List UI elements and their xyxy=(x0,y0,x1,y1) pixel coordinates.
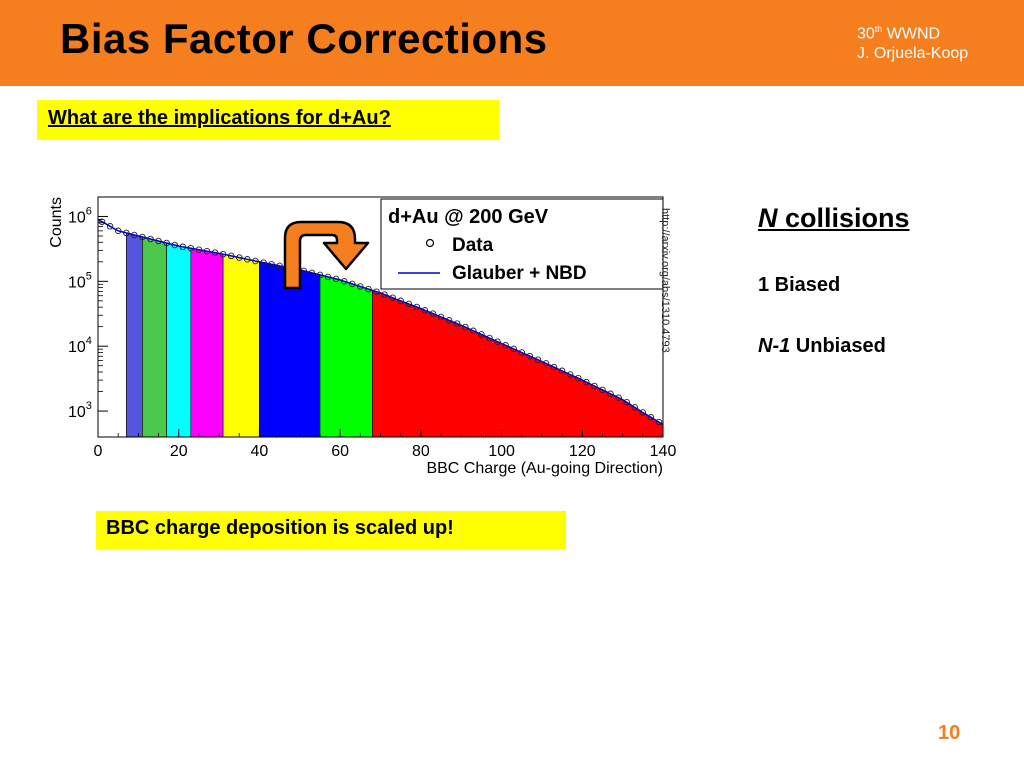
data-point xyxy=(453,320,461,327)
x-tick-label-120: 120 xyxy=(569,443,596,460)
unbiased-text: N-1 Unbiased xyxy=(758,335,886,358)
data-point xyxy=(599,386,606,394)
y-tick-exponent: 6 xyxy=(86,205,92,217)
collisions-heading: N collisions xyxy=(758,203,910,234)
y-tick-exponent: 4 xyxy=(86,335,92,347)
data-point xyxy=(106,223,114,230)
y-tick-label-6: 106 xyxy=(68,205,92,226)
x-tick-label-140: 140 xyxy=(650,443,677,460)
data-point xyxy=(421,307,429,314)
legend-data-label: Data xyxy=(452,235,494,256)
data-point xyxy=(655,418,663,426)
data-point xyxy=(486,334,493,342)
legend-model-label: Glauber + NBD xyxy=(452,263,587,284)
x-tick-label-60: 60 xyxy=(331,443,349,460)
header-bar xyxy=(0,0,1024,86)
y-axis-label: Counts xyxy=(48,197,65,248)
arxiv-reference[interactable]: http://arxiv.org/abs/1310.4793 xyxy=(659,208,671,353)
data-point xyxy=(647,414,655,421)
data-point xyxy=(373,288,380,295)
data-point xyxy=(639,409,647,416)
x-tick-label-100: 100 xyxy=(488,443,515,460)
data-point xyxy=(437,313,445,321)
centrality-band-1 xyxy=(126,232,143,438)
data-point xyxy=(357,283,364,290)
data-point xyxy=(365,285,372,293)
data-point xyxy=(349,280,356,288)
author-name: J. Orjuela-Koop xyxy=(857,45,969,63)
data-point xyxy=(381,291,388,298)
x-axis-label: BBC Charge (Au-going Direction) xyxy=(426,460,663,477)
data-point xyxy=(615,394,622,401)
x-tick-label-40: 40 xyxy=(251,443,269,460)
question-callout: What are the implications for d+Au? xyxy=(37,100,499,140)
page-number: 10 xyxy=(938,722,961,744)
centrality-band-5 xyxy=(222,253,260,438)
data-point xyxy=(566,371,574,378)
data-point xyxy=(397,297,404,305)
shift-arrow-icon xyxy=(283,220,370,290)
data-point xyxy=(534,356,542,363)
centrality-bands xyxy=(97,218,664,438)
y-tick-exponent: 5 xyxy=(86,270,92,282)
data-point xyxy=(583,378,590,386)
centrality-band-3 xyxy=(166,242,192,438)
conference-name: WWND xyxy=(886,25,941,43)
y-tick-label-5: 105 xyxy=(68,270,92,291)
unbiased-rest: Unbiased xyxy=(790,335,886,357)
y-tick-exponent: 3 xyxy=(86,400,92,412)
conference-number: 30 xyxy=(857,25,875,43)
legend-box xyxy=(380,198,664,290)
data-point xyxy=(470,327,477,335)
y-tick-label-4: 104 xyxy=(68,335,92,356)
note-text: BBC charge deposition is scaled up! xyxy=(106,517,454,539)
bbc-charge-chart: 0 20 40 60 80 100 120 140 103 104 105 106 BBC Char… xyxy=(48,196,677,477)
data-point xyxy=(631,404,639,411)
data-point xyxy=(413,303,421,311)
conference-info: 30th WWND J. Orjuela-Koop xyxy=(857,19,968,64)
unbiased-italic: N-1 xyxy=(758,335,791,357)
note-callout: BBC charge deposition is scaled up! xyxy=(96,511,566,549)
biased-text: 1 Biased xyxy=(758,274,841,296)
data-point xyxy=(550,363,558,371)
x-tick-label-0: 0 xyxy=(94,443,103,460)
data-point xyxy=(623,398,630,406)
collisions-heading-n: N xyxy=(758,203,778,233)
data-point xyxy=(526,352,534,360)
data-point xyxy=(502,342,509,349)
legend-data-marker xyxy=(425,238,435,248)
data-point xyxy=(558,367,566,375)
centrality-band-4 xyxy=(190,247,224,438)
data-point xyxy=(405,300,413,308)
centrality-band-8 xyxy=(372,289,664,438)
data-point xyxy=(607,390,614,398)
centrality-band-7 xyxy=(319,274,373,438)
data-point xyxy=(429,310,437,317)
x-axis-ticks: 0 20 40 60 80 100 120 140 xyxy=(94,429,677,460)
data-point xyxy=(518,349,526,356)
data-point xyxy=(462,323,469,331)
data-point xyxy=(575,374,582,382)
data-point xyxy=(542,360,550,367)
centrality-band-2 xyxy=(142,236,167,438)
legend: d+Au @ 200 GeV Data Glauber + NBD xyxy=(380,198,664,290)
data-point xyxy=(510,345,517,353)
slide-title: Bias Factor Corrections xyxy=(60,15,548,62)
data-point xyxy=(340,278,348,285)
data-point xyxy=(478,331,485,338)
question-text: What are the implications for d+Au? xyxy=(48,107,391,129)
data-point xyxy=(445,317,453,324)
data-point xyxy=(98,218,106,225)
y-tick-label-3: 103 xyxy=(68,400,92,421)
legend-title: d+Au @ 200 GeV xyxy=(388,206,549,228)
centrality-band-0 xyxy=(97,218,127,438)
data-point xyxy=(389,294,396,301)
x-tick-label-80: 80 xyxy=(412,443,430,460)
data-point xyxy=(494,338,501,345)
data-point xyxy=(591,382,598,390)
collisions-heading-rest: collisions xyxy=(777,203,910,233)
conference-sup: th xyxy=(874,24,883,34)
glauber-nbd-line xyxy=(97,218,664,426)
x-tick-label-20: 20 xyxy=(170,443,188,460)
